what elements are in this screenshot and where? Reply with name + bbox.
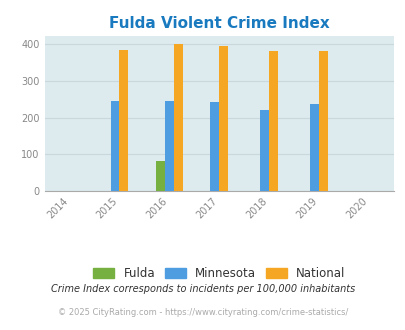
Bar — [110, 101, 119, 191]
Bar — [318, 51, 327, 191]
Bar — [156, 161, 164, 191]
Bar — [269, 51, 277, 191]
Text: © 2025 CityRating.com - https://www.cityrating.com/crime-statistics/: © 2025 CityRating.com - https://www.city… — [58, 308, 347, 317]
Title: Fulda Violent Crime Index: Fulda Violent Crime Index — [109, 16, 329, 31]
Bar — [260, 110, 269, 191]
Bar — [309, 104, 318, 191]
Bar — [164, 101, 173, 191]
Bar — [210, 102, 219, 191]
Bar — [219, 46, 228, 191]
Legend: Fulda, Minnesota, National: Fulda, Minnesota, National — [88, 262, 350, 285]
Text: Crime Index corresponds to incidents per 100,000 inhabitants: Crime Index corresponds to incidents per… — [51, 284, 354, 294]
Bar — [119, 50, 128, 191]
Bar — [173, 45, 182, 191]
